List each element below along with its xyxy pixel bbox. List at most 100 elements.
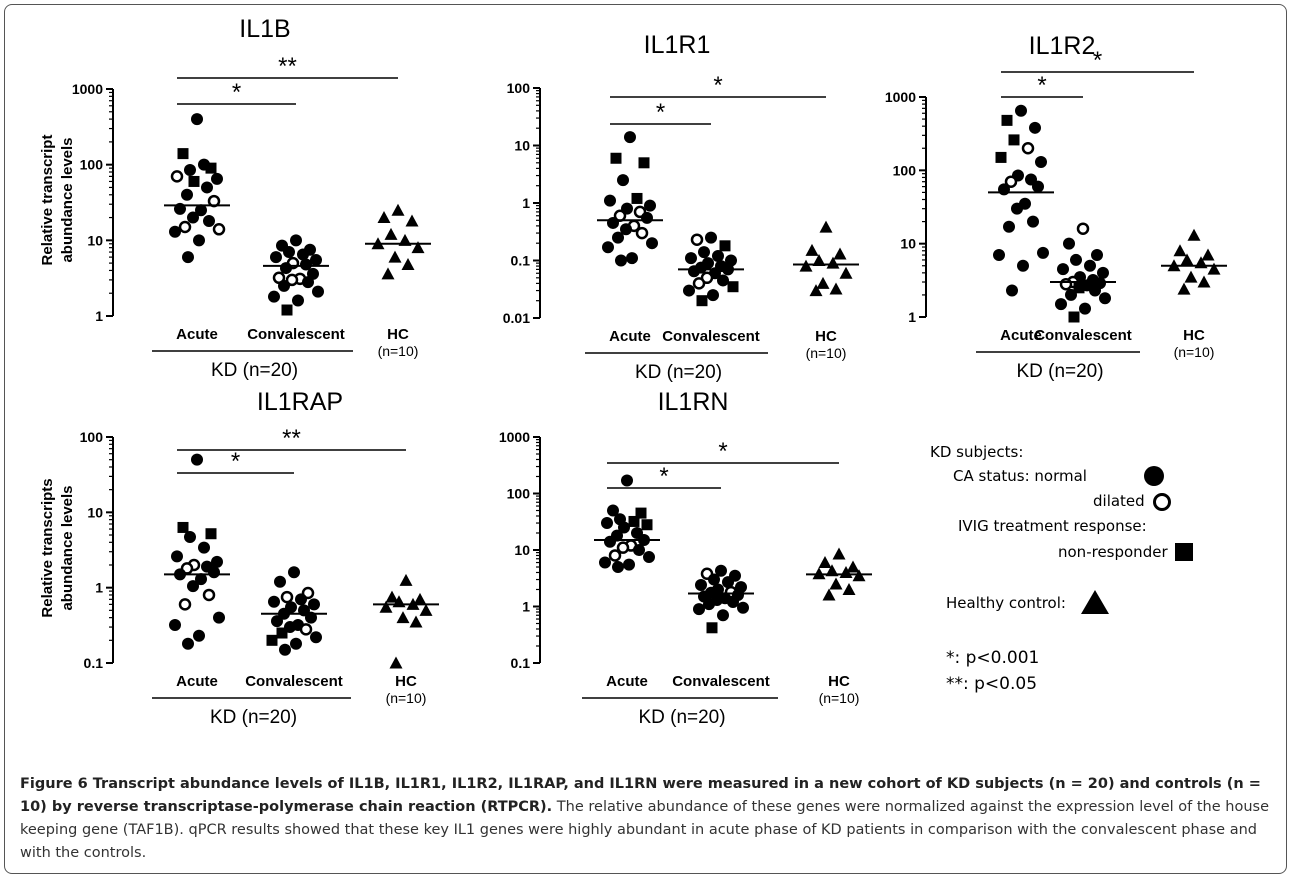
y-axis-label: abundance levels (59, 485, 76, 610)
data-point (1057, 263, 1069, 276)
data-point (188, 175, 200, 187)
data-point (633, 544, 645, 556)
y-tick-label: 10 (87, 504, 103, 520)
data-point (1079, 302, 1091, 315)
group-label: Acute (176, 326, 218, 343)
data-point (1006, 284, 1018, 297)
data-point (628, 515, 640, 527)
significance-label: * (659, 463, 668, 490)
data-point (178, 598, 192, 611)
panel-title: IL1RAP (257, 388, 343, 416)
data-point (695, 579, 707, 592)
data-point (413, 592, 427, 605)
data-point (299, 623, 313, 636)
data-point (1017, 259, 1029, 272)
data-point (208, 566, 220, 579)
data-point (212, 223, 226, 236)
y-tick-label: 0.01 (503, 310, 530, 326)
group-acute: Acute (164, 453, 230, 690)
data-point (288, 566, 300, 579)
group-label: Acute (609, 328, 651, 345)
figure-frame (4, 4, 1287, 874)
data-point (198, 158, 210, 171)
data-point (182, 251, 194, 264)
group-convalescent: Convalescent (662, 231, 760, 345)
legend-heading: KD subjects: (930, 443, 1023, 461)
significance-label: * (231, 448, 240, 475)
group-convalescent: Convalescent (247, 234, 345, 343)
data-point (1021, 142, 1035, 155)
data-point (604, 535, 616, 548)
data-point (819, 220, 833, 233)
data-point (276, 627, 288, 639)
data-point (171, 550, 183, 563)
significance-label: * (232, 79, 241, 106)
data-point (601, 517, 613, 530)
legend-dilated-marker (1153, 493, 1171, 511)
data-point (715, 564, 727, 577)
data-point (805, 243, 819, 256)
data-point (203, 215, 215, 228)
legend-normal-marker (1144, 466, 1164, 486)
caption-text: The relative abundance of these genes we… (20, 799, 1270, 861)
data-point (1008, 134, 1020, 146)
data-point (607, 504, 619, 517)
caption-bold: Figure 6 Transcript abundance levels of … (20, 776, 1261, 815)
group-convalescent: Convalescent (1034, 222, 1132, 344)
y-tick-label: 1000 (72, 81, 103, 97)
data-point (201, 181, 213, 194)
data-point (822, 588, 836, 601)
data-point (1091, 249, 1103, 262)
data-point (384, 227, 398, 240)
data-point (308, 598, 320, 611)
group-label: Convalescent (672, 673, 770, 690)
data-point (1029, 121, 1041, 134)
group-hc: HC(n=10) (365, 203, 431, 359)
data-point (690, 233, 704, 246)
data-point (1207, 262, 1221, 275)
group-label: Convalescent (247, 326, 345, 343)
data-point (1177, 282, 1191, 295)
data-point (719, 240, 731, 252)
data-point (717, 609, 729, 622)
data-point (1004, 175, 1018, 188)
data-point (700, 271, 714, 285)
y-tick-label: 1 (908, 309, 916, 325)
legend-nonresponder: non-responder (1058, 543, 1168, 561)
data-point (399, 573, 413, 586)
data-point (401, 257, 415, 270)
data-point (177, 148, 189, 160)
data-point (816, 276, 830, 289)
data-point (833, 247, 847, 260)
data-point (1180, 253, 1194, 266)
data-point (381, 267, 395, 280)
data-point (1027, 215, 1039, 228)
data-point (696, 295, 708, 307)
y-tick-label: 100 (507, 486, 531, 502)
kd-group-label: KD (n=20) (211, 360, 298, 381)
group-acute: Acute (164, 113, 230, 343)
group-acute: Acute (597, 131, 663, 345)
data-point (829, 577, 843, 590)
group-hc: HC(n=10) (1161, 228, 1227, 360)
data-point (283, 246, 295, 259)
group-label: Acute (1000, 327, 1042, 344)
group-convalescent: Convalescent (245, 566, 343, 690)
y-tick-label: 0.1 (511, 655, 531, 671)
data-point (842, 582, 856, 595)
data-point (290, 234, 302, 247)
data-point (602, 241, 614, 254)
data-point (832, 547, 846, 560)
significance-label: * (718, 438, 727, 465)
data-point (646, 237, 658, 250)
data-point (300, 258, 312, 271)
data-point (266, 634, 278, 646)
legend-healthy: Healthy control: (946, 594, 1066, 612)
legend-ivig: IVIG treatment response: (958, 517, 1147, 535)
data-point (1084, 259, 1096, 272)
data-point (707, 289, 719, 302)
group-acute: Acute (594, 474, 660, 690)
data-point (641, 211, 653, 224)
data-point (1099, 292, 1111, 305)
data-point (998, 183, 1010, 196)
